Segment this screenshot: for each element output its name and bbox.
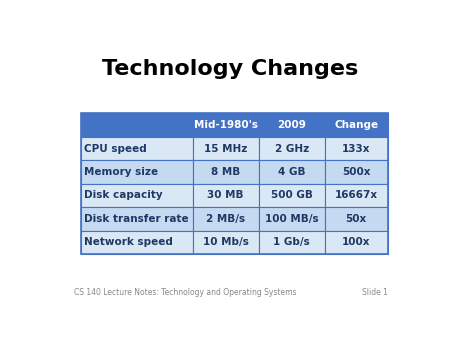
Text: 2 GHz: 2 GHz xyxy=(274,144,309,153)
Bar xyxy=(193,184,259,207)
Bar xyxy=(324,160,387,184)
Text: 15 MHz: 15 MHz xyxy=(204,144,248,153)
Text: Disk transfer rate: Disk transfer rate xyxy=(84,214,189,224)
Text: 133x: 133x xyxy=(342,144,370,153)
Bar xyxy=(324,184,387,207)
Text: 30 MB: 30 MB xyxy=(207,190,244,200)
Text: 1 Gb/s: 1 Gb/s xyxy=(273,237,310,247)
Bar xyxy=(324,137,387,160)
Bar xyxy=(259,184,324,207)
Bar xyxy=(324,231,387,254)
Text: Mid-1980's: Mid-1980's xyxy=(194,120,258,130)
Bar xyxy=(193,231,259,254)
Bar xyxy=(259,207,324,231)
Bar xyxy=(193,207,259,231)
Bar xyxy=(81,114,193,137)
Text: 10 Mb/s: 10 Mb/s xyxy=(203,237,248,247)
Text: Technology Changes: Technology Changes xyxy=(103,59,359,79)
Text: CPU speed: CPU speed xyxy=(84,144,147,153)
Bar xyxy=(193,160,259,184)
Text: Slide 1: Slide 1 xyxy=(362,288,387,297)
Bar xyxy=(81,160,193,184)
Bar xyxy=(81,137,193,160)
Text: 2 MB/s: 2 MB/s xyxy=(206,214,245,224)
Text: 500x: 500x xyxy=(342,167,370,177)
Text: 100 MB/s: 100 MB/s xyxy=(265,214,319,224)
Bar xyxy=(324,114,387,137)
Bar xyxy=(81,114,387,254)
Bar xyxy=(81,207,193,231)
Text: 100x: 100x xyxy=(342,237,370,247)
Bar xyxy=(259,160,324,184)
Bar xyxy=(81,231,193,254)
Bar xyxy=(324,207,387,231)
Text: 4 GB: 4 GB xyxy=(278,167,306,177)
Bar xyxy=(259,114,324,137)
Bar xyxy=(193,137,259,160)
Bar xyxy=(259,137,324,160)
Text: 500 GB: 500 GB xyxy=(271,190,313,200)
Bar xyxy=(81,184,193,207)
Text: Memory size: Memory size xyxy=(84,167,158,177)
Text: 2009: 2009 xyxy=(277,120,306,130)
Text: Disk capacity: Disk capacity xyxy=(84,190,163,200)
Text: Change: Change xyxy=(334,120,378,130)
Text: 8 MB: 8 MB xyxy=(211,167,240,177)
Bar xyxy=(259,231,324,254)
Text: 50x: 50x xyxy=(346,214,367,224)
Text: Network speed: Network speed xyxy=(84,237,173,247)
Text: 16667x: 16667x xyxy=(334,190,378,200)
Text: CS 140 Lecture Notes: Technology and Operating Systems: CS 140 Lecture Notes: Technology and Ope… xyxy=(74,288,296,297)
Bar xyxy=(193,114,259,137)
